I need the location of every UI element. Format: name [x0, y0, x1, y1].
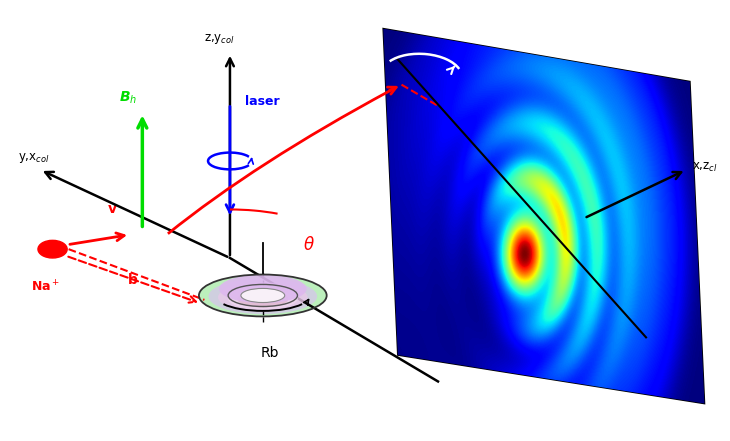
- Ellipse shape: [237, 291, 288, 307]
- Text: laser: laser: [245, 95, 279, 108]
- Polygon shape: [383, 29, 704, 404]
- Text: y,x$_{col}$: y,x$_{col}$: [18, 151, 50, 165]
- Ellipse shape: [218, 283, 307, 312]
- Text: b: b: [128, 273, 138, 287]
- Text: z,y$_{col}$: z,y$_{col}$: [204, 32, 234, 46]
- Text: Rb: Rb: [261, 346, 280, 360]
- Text: x,z$_{cl}$: x,z$_{cl}$: [692, 161, 718, 174]
- Ellipse shape: [241, 288, 285, 303]
- Ellipse shape: [199, 274, 327, 317]
- Ellipse shape: [219, 274, 307, 303]
- Text: v: v: [108, 202, 117, 216]
- Circle shape: [38, 240, 67, 258]
- Ellipse shape: [199, 274, 327, 317]
- Text: $\varphi$: $\varphi$: [406, 8, 419, 26]
- Ellipse shape: [209, 279, 317, 314]
- Polygon shape: [383, 29, 704, 404]
- Text: $\theta$: $\theta$: [303, 235, 315, 254]
- Text: Na$^+$: Na$^+$: [31, 279, 60, 295]
- Ellipse shape: [228, 287, 298, 310]
- Text: B$_h$: B$_h$: [119, 90, 137, 106]
